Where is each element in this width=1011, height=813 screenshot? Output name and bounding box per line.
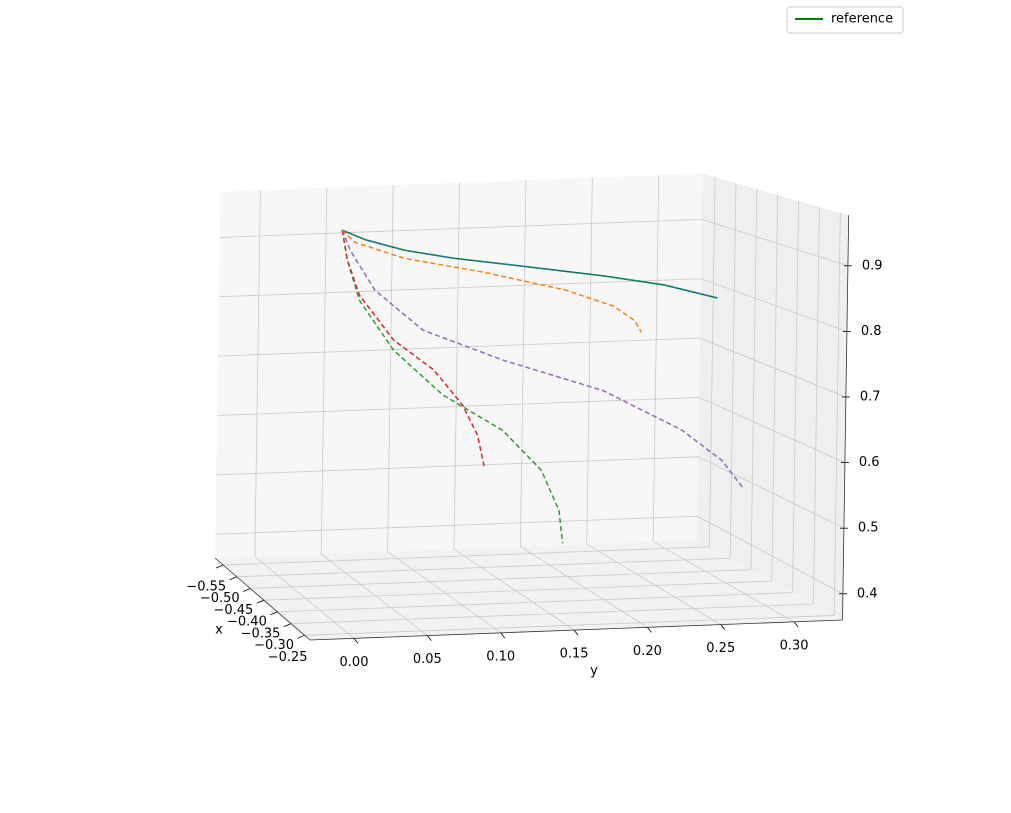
- tick-mark: [573, 629, 579, 636]
- series-line: [341, 229, 718, 299]
- x-tick-label: −0.55: [186, 580, 226, 595]
- tick-mark: [720, 624, 726, 630]
- tick-mark: [283, 623, 292, 627]
- grid-line: [699, 337, 847, 398]
- tick-mark: [270, 611, 278, 616]
- side-pane: [696, 173, 849, 621]
- grid-line: [217, 397, 700, 416]
- z-axis-line: [842, 215, 850, 621]
- x-tick-label: −0.35: [241, 626, 281, 641]
- x-tick-label: −0.40: [227, 615, 267, 630]
- grid-line: [216, 456, 699, 476]
- grid-line: [771, 195, 779, 582]
- grid-line: [520, 546, 648, 628]
- y-axis-label: y: [590, 664, 598, 679]
- tick-mark: [427, 635, 432, 641]
- z-tick-label: 0.7: [860, 389, 881, 404]
- x-axis-label: x: [215, 623, 223, 638]
- grid-line: [519, 180, 527, 547]
- grid-line: [453, 548, 575, 631]
- tick-mark: [793, 621, 799, 628]
- grid-line: [320, 553, 428, 636]
- y-tick-label: 0.20: [633, 644, 662, 659]
- grid-line: [586, 543, 721, 625]
- grid-line: [729, 183, 737, 559]
- y-tick-label: 0.00: [340, 655, 369, 670]
- grid-line: [700, 278, 848, 332]
- grid-line: [223, 546, 710, 566]
- series-line: [341, 229, 642, 333]
- z-tick-label: 0.4: [857, 586, 878, 601]
- grid-line: [215, 515, 698, 535]
- y-tick-label: 0.10: [486, 649, 515, 664]
- tick-mark: [229, 576, 237, 581]
- tick-mark: [297, 634, 305, 639]
- grid-line: [652, 541, 795, 623]
- grid-line: [263, 580, 772, 601]
- grid-line: [218, 337, 701, 357]
- grid-line: [290, 603, 814, 624]
- grid-line: [652, 175, 660, 542]
- y-tick-label: 0.15: [560, 647, 589, 662]
- grid-line: [304, 615, 835, 636]
- legend-label: reference: [831, 12, 893, 27]
- grid-line: [254, 556, 355, 639]
- z-tick-label: 0.8: [861, 324, 882, 339]
- series-line: [341, 229, 745, 490]
- grid-line: [586, 177, 593, 545]
- grid-line: [750, 189, 758, 570]
- grid-line: [701, 218, 849, 267]
- grid-line: [698, 456, 845, 529]
- grid-line: [453, 182, 460, 550]
- tick-mark: [500, 632, 506, 639]
- back-pane: [215, 173, 703, 559]
- tick-mark: [215, 564, 224, 569]
- x-tick-label: −0.45: [213, 603, 253, 618]
- grid-line: [833, 212, 841, 616]
- tick-mark: [243, 588, 251, 592]
- x-tick-label: −0.50: [200, 591, 240, 606]
- tick-mark: [353, 638, 359, 644]
- grid-line: [698, 397, 846, 463]
- y-tick-label: 0.25: [706, 641, 735, 656]
- grid-line: [219, 218, 702, 238]
- grid-line: [320, 187, 328, 555]
- grid-line: [387, 551, 501, 634]
- series-line: [341, 230, 485, 467]
- grid-line: [218, 278, 701, 298]
- grid-line: [813, 206, 820, 605]
- grid-line: [236, 557, 731, 578]
- z-tick-label: 0.6: [859, 455, 880, 470]
- grid-line: [709, 177, 716, 547]
- legend-box: [786, 6, 904, 34]
- x-axis-line: [214, 557, 311, 641]
- grid-line: [250, 569, 752, 589]
- tick-mark: [256, 599, 265, 604]
- x-tick-label: −0.25: [268, 650, 308, 665]
- grid-line: [254, 190, 261, 557]
- grid-line: [277, 592, 793, 613]
- grid-line: [792, 200, 799, 593]
- tick-mark: [647, 627, 652, 633]
- x-tick-label: −0.30: [254, 638, 294, 653]
- z-tick-label: 0.5: [858, 521, 879, 536]
- grid-line: [697, 515, 844, 595]
- y-tick-label: 0.30: [780, 638, 809, 653]
- y-tick-label: 0.05: [413, 652, 442, 667]
- y-axis-line: [309, 619, 843, 641]
- z-tick-label: 0.9: [862, 258, 883, 273]
